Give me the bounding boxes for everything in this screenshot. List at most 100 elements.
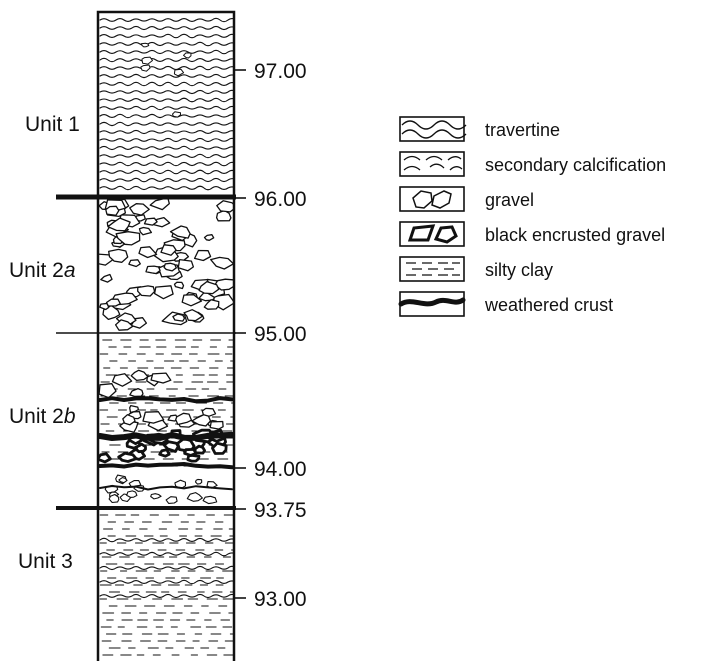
- calcification-pattern: [99, 579, 234, 585]
- travertine-pattern: [99, 113, 234, 119]
- travertine-pattern: [99, 177, 234, 183]
- weathered-crust-line: [99, 485, 233, 491]
- travertine-pattern: [99, 105, 234, 111]
- gravel-clast: [198, 280, 220, 295]
- gravel-clast: [108, 493, 120, 504]
- gravel-clast: [115, 231, 141, 246]
- travertine-pattern: [99, 25, 234, 31]
- gravel-clast: [216, 200, 234, 213]
- travertine-pattern: [99, 73, 234, 79]
- gravel-clast: [153, 285, 174, 300]
- gravel-clast: [149, 197, 170, 211]
- gravel-clast: [138, 246, 158, 259]
- depth-label-96: 96.00: [254, 188, 307, 211]
- column-outline: [96, 10, 236, 661]
- travertine-pattern: [99, 17, 234, 23]
- calcification-pattern: [99, 537, 234, 543]
- gravel-clast: [191, 414, 212, 427]
- travertine-pattern: [99, 185, 234, 191]
- gravel-clast: [193, 249, 212, 262]
- gravel-clast: [175, 412, 193, 426]
- travertine-pattern: [99, 129, 234, 135]
- depth-label-95: 95.00: [254, 323, 307, 346]
- calcification-pattern: [99, 551, 234, 557]
- travertine-pattern: [99, 89, 234, 95]
- gravel-clast: [126, 490, 138, 498]
- travertine-pattern: [99, 145, 234, 151]
- black-encrusted-gravel-clast: [211, 441, 228, 455]
- legend-label-silty-clay: silty clay: [485, 260, 553, 280]
- gravel-clast: [215, 209, 232, 222]
- travertine-pattern: [99, 41, 234, 47]
- legend-swatch-secondary-calcification: [399, 151, 465, 177]
- legend-label-travertine: travertine: [485, 120, 560, 140]
- travertine-pattern: [99, 33, 234, 39]
- gravel-clast: [118, 477, 128, 484]
- travertine-pattern: [99, 65, 234, 71]
- travertine-pattern: [99, 121, 234, 127]
- black-encrusted-gravel-clast: [98, 452, 112, 464]
- gravel-clast: [145, 265, 161, 275]
- gravel-clast: [99, 302, 110, 311]
- legend-item-silty-clay: silty clay: [399, 256, 553, 282]
- unit-boundaries: [56, 194, 236, 510]
- gravel-clast: [177, 258, 195, 272]
- legend-item-weathered-crust: weathered crust: [398, 291, 613, 317]
- gravel-clast: [143, 217, 158, 226]
- calcification-nodule: [141, 56, 153, 65]
- travertine-pattern: [99, 161, 234, 167]
- depth-label-94: 94.00: [254, 458, 307, 481]
- legend: travertine secondary calcification grave…: [398, 116, 666, 317]
- travertine-pattern: [99, 169, 234, 175]
- black-encrusted-gravel-clast: [183, 448, 198, 457]
- gravel-clast: [186, 492, 203, 502]
- gravel-clast: [202, 495, 218, 505]
- calcification-nodule: [173, 68, 185, 77]
- unit-label-2b: Unit 2b: [9, 405, 76, 428]
- gravel-clast: [183, 309, 204, 322]
- calcification-nodule: [172, 111, 181, 118]
- travertine-pattern: [99, 49, 234, 55]
- gravel-clast: [150, 493, 162, 500]
- legend-item-black-encrusted-gravel: black encrusted gravel: [399, 221, 665, 247]
- travertine-pattern: [99, 57, 234, 63]
- travertine-pattern: [99, 153, 234, 159]
- travertine-pattern: [99, 81, 234, 87]
- gravel-clast: [203, 299, 220, 310]
- depth-label-93: 93.00: [254, 588, 307, 611]
- stratigraphic-column: [96, 10, 236, 661]
- legend-label-black-encrusted-gravel: black encrusted gravel: [485, 225, 665, 245]
- gravel-clast: [108, 248, 129, 263]
- calcification-nodule: [140, 64, 151, 72]
- gravel-clast: [203, 234, 215, 241]
- gravel-clast: [163, 262, 177, 272]
- weathered-crust-line: [98, 462, 234, 470]
- gravel-clast: [165, 496, 178, 504]
- gravel-clast: [129, 404, 140, 414]
- black-encrusted-gravel-clast: [158, 448, 171, 458]
- gravel-clast: [105, 298, 121, 307]
- gravel-clast: [129, 203, 150, 216]
- travertine-pattern: [99, 137, 234, 143]
- legend-item-secondary-calcification: secondary calcification: [399, 151, 666, 177]
- depth-scale: 97.00 96.00 95.00 94.00 93.75 93.00: [234, 60, 307, 611]
- gravel-clast: [129, 387, 144, 398]
- gravel-clast: [173, 281, 185, 290]
- legend-label-weathered-crust: weathered crust: [484, 295, 613, 315]
- gravel-clast: [142, 411, 165, 424]
- gravel-clast: [194, 478, 203, 485]
- gravel-clast: [114, 319, 134, 331]
- calcification-pattern: [99, 593, 234, 599]
- black-encrusted-gravel-clast: [186, 454, 201, 463]
- gravel-clast: [107, 217, 131, 232]
- calcification-nodule: [183, 52, 192, 59]
- legend-item-gravel: gravel: [399, 186, 534, 212]
- gravel-clast: [209, 420, 224, 430]
- black-encrusted-gravel-clast: [117, 451, 138, 463]
- gravel-clast: [128, 259, 141, 268]
- legend-item-travertine: travertine: [399, 116, 560, 142]
- gravel-clast: [100, 273, 113, 283]
- gravel-clast: [137, 285, 156, 297]
- gravel-clast: [111, 373, 133, 387]
